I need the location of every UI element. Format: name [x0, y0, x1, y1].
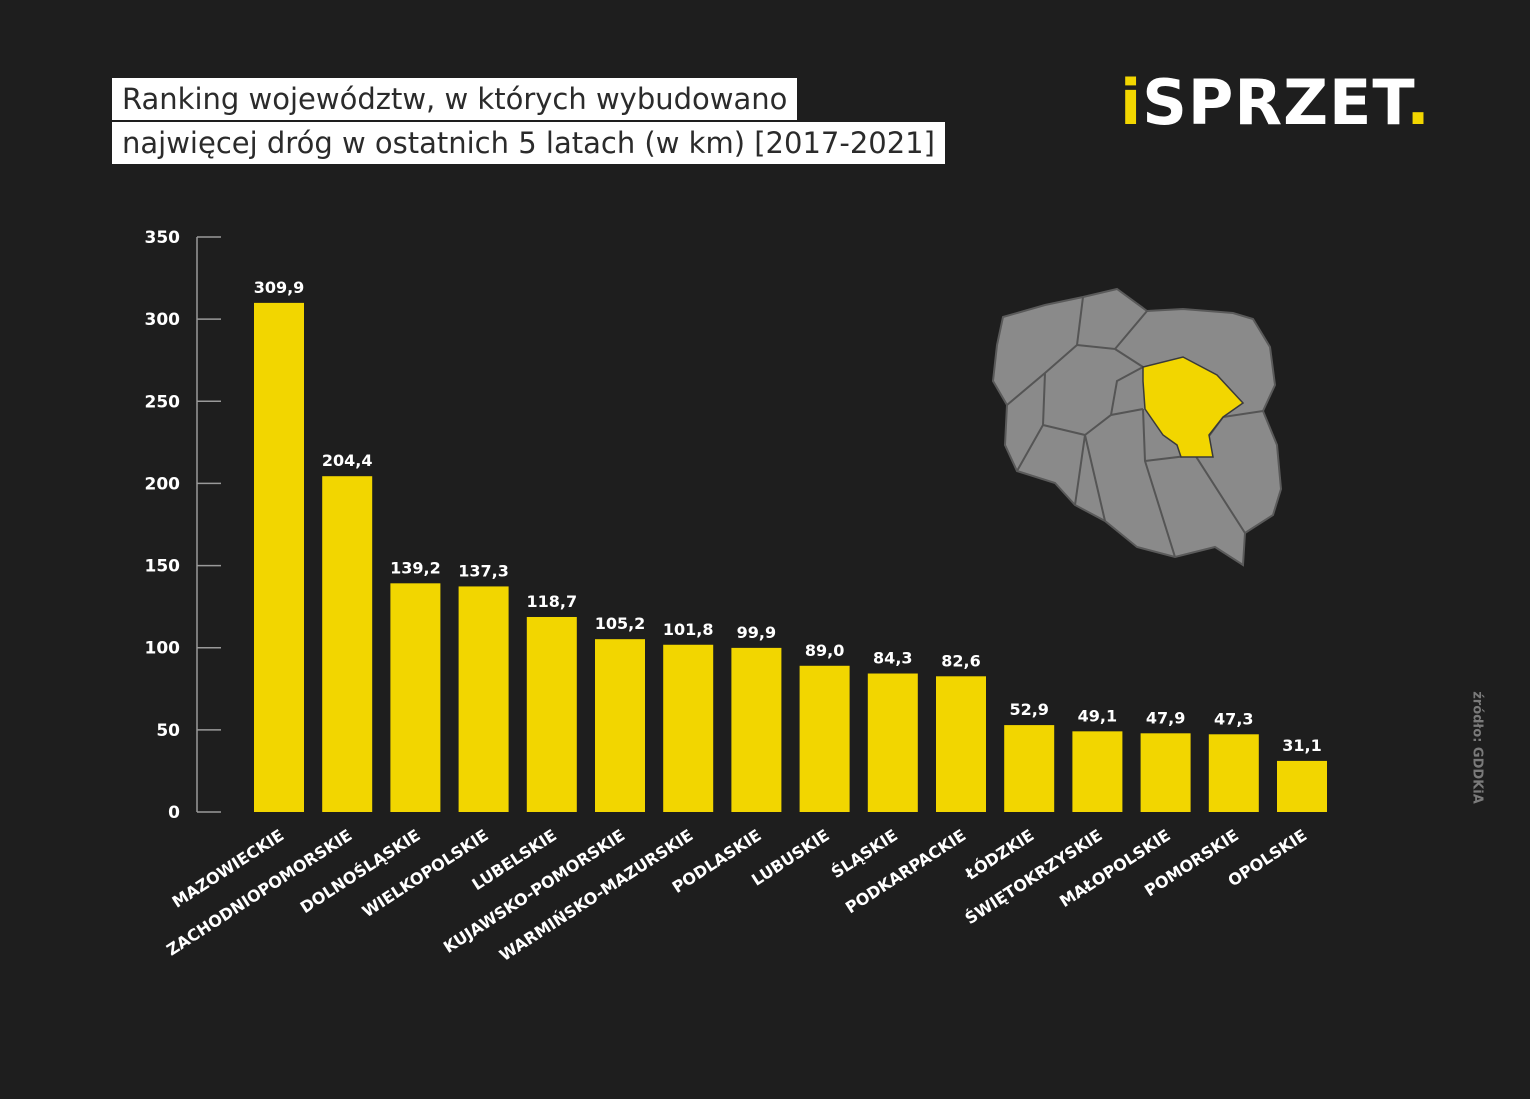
bar-value-label: 99,9 [737, 623, 776, 642]
bar-value-label: 118,7 [526, 592, 577, 611]
logo-i: i [1120, 66, 1143, 139]
y-tick-label: 250 [145, 392, 181, 412]
bar [595, 639, 645, 812]
bar-value-label: 89,0 [805, 641, 844, 660]
poland-map [991, 287, 1283, 567]
x-category-label: WIELKOPOLSKIE [359, 825, 492, 921]
bar [1277, 760, 1327, 812]
bar [1140, 733, 1191, 812]
bar-value-label: 309,9 [254, 278, 305, 297]
bar [1208, 734, 1259, 812]
bar-value-label: 84,3 [873, 649, 912, 668]
x-category-label: LUBUSKIE [748, 825, 833, 889]
bar [731, 647, 782, 812]
bar-value-label: 47,3 [1214, 709, 1253, 728]
bar [1004, 725, 1055, 812]
bar-value-label: 31,1 [1282, 736, 1321, 755]
source-note: źródło: GDDKiA [1462, 690, 1492, 820]
isprzet-logo: iSPRZET. [1120, 66, 1431, 139]
y-tick-label: 100 [145, 639, 181, 659]
logo-dot: . [1406, 66, 1431, 139]
bar-value-label: 139,2 [390, 558, 441, 577]
bar [254, 302, 304, 812]
chart-title-line-2: najwięcej dróg w ostatnich 5 latach (w k… [112, 122, 945, 164]
bar [390, 583, 441, 812]
logo-text: SPRZET [1142, 66, 1407, 139]
x-category-label: PODKARPACKIE [842, 825, 969, 917]
bar-value-label: 47,9 [1146, 708, 1185, 727]
y-tick-label: 300 [145, 310, 181, 330]
y-tick-label: 150 [145, 557, 181, 577]
bar [799, 665, 850, 812]
y-axis: 0 50 100 150 200 250 300 350 [145, 228, 221, 823]
bar [322, 476, 373, 812]
bar [663, 644, 714, 812]
y-tick-label: 0 [168, 803, 180, 823]
bar-value-label: 105,2 [595, 614, 646, 633]
source-label: źródło: GDDKiA [1469, 691, 1485, 804]
bar [936, 676, 986, 812]
bar [867, 673, 918, 812]
bar-value-label: 49,1 [1078, 706, 1117, 725]
bar-value-label: 82,6 [941, 651, 980, 670]
y-tick-label: 350 [145, 228, 181, 248]
bar-value-label: 204,4 [322, 451, 373, 470]
mazowieckie-region [1142, 356, 1245, 458]
bar-value-label: 52,9 [1009, 700, 1048, 719]
bar [458, 586, 509, 812]
y-tick-label: 200 [145, 474, 181, 494]
bar [526, 616, 577, 812]
bar-value-label: 101,8 [663, 620, 714, 639]
bars: 309,9MAZOWIECKIE204,4ZACHODNIOPOMORSKIE1… [163, 278, 1327, 965]
x-category-label: MAZOWIECKIE [169, 825, 288, 911]
poland-outline [991, 287, 1283, 567]
y-tick-label: 50 [156, 721, 180, 741]
bar [1072, 731, 1123, 812]
chart-title-line-1: Ranking województw, w których wybudowano [112, 78, 798, 120]
bar-value-label: 137,3 [458, 561, 509, 580]
